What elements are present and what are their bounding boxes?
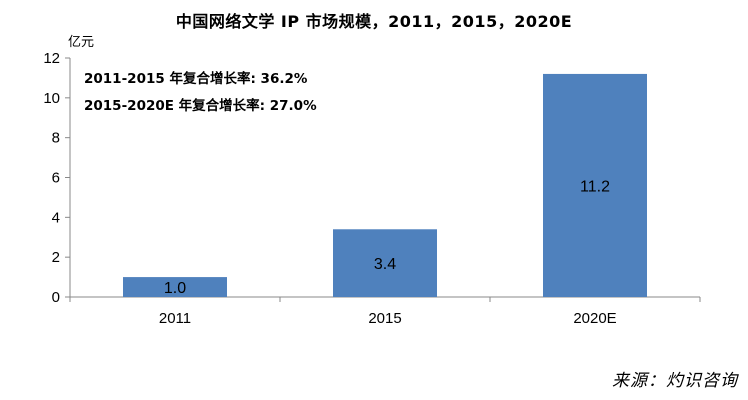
annotations-group: 2011-2015 年复合增长率: 36.2% 2015-2020E 年复合增长率… (84, 70, 317, 114)
y-tick-label: 12 (43, 50, 60, 67)
y-tick-label: 8 (52, 130, 60, 147)
chart-title: 中国网络文学 IP 市场规模，2011，2015，2020E (175, 12, 573, 31)
y-tick-label: 10 (43, 90, 60, 107)
y-tick-label: 6 (52, 170, 60, 187)
data-label-2011: 1.0 (164, 280, 186, 297)
bar-2011 (123, 277, 227, 297)
y-tick-label: 4 (52, 209, 60, 226)
y-tick-label: 0 (52, 289, 60, 306)
cagr-annotation: 2011-2015 年复合增长率: 36.2% (84, 70, 308, 87)
bars-group (123, 73, 647, 297)
data-label-2015: 3.4 (374, 256, 396, 273)
x-tick-label: 2011 (159, 310, 191, 327)
y-axis-unit-label: 亿元 (68, 35, 94, 50)
x-tick-label: 2020E (573, 310, 616, 327)
source-note: 来源：灼识咨询 (612, 371, 738, 391)
x-tick-label: 2015 (368, 310, 401, 327)
bar-2020E (543, 73, 647, 297)
data-label-2020E: 11.2 (580, 178, 610, 195)
y-tick-label: 2 (52, 249, 60, 266)
bar-2015 (333, 229, 437, 297)
cagr-annotation: 2015-2020E 年复合增长率: 27.0% (84, 97, 317, 114)
data-labels-group: 1.0 3.4 11.2 (164, 178, 610, 297)
